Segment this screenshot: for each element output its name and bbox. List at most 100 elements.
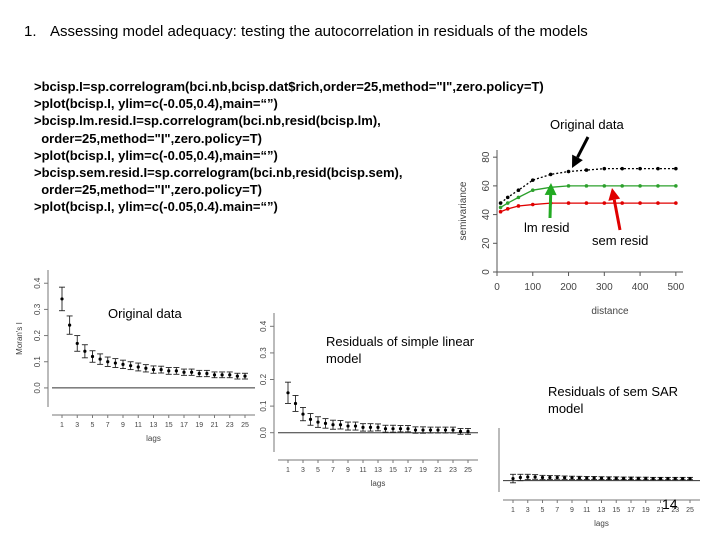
correlogram-point: [398, 427, 403, 431]
correlogram-point: [651, 476, 655, 481]
correlogram-point: [144, 366, 148, 370]
correlogram-x-axis-label: lags: [371, 479, 386, 488]
correlogram-x-tick-label: 1: [60, 422, 64, 429]
correlogram-x-axis-label: lags: [146, 434, 161, 443]
correlogram-point: [599, 476, 604, 480]
correlogram-x-tick-label: 25: [464, 467, 472, 474]
semivar-point-red: [602, 201, 607, 205]
correlogram-x-tick-label: 19: [642, 507, 650, 514]
correlogram-point: [563, 476, 567, 480]
semivar-point-red: [638, 201, 642, 205]
correlogram-point: [458, 429, 463, 433]
semivar-point-black: [505, 195, 510, 200]
correlogram-point: [212, 373, 217, 377]
correlogram-y-tick-label: 0.3: [33, 303, 42, 315]
code-line: >plot(bcisp.I, ylim=c(-0.05,0.4),main=“”…: [34, 96, 278, 112]
correlogram-x-tick-label: 25: [241, 422, 249, 429]
correlogram-y-tick-label: 0.0: [33, 382, 42, 394]
semivar-point-green: [602, 184, 607, 188]
correlogram-point: [361, 425, 365, 429]
correlogram-x-axis-label: lags: [594, 519, 609, 528]
correlogram-x-tick-label: 1: [511, 507, 515, 514]
correlogram-point: [518, 475, 522, 480]
semivar-point-red: [566, 201, 571, 205]
arrow-lm-resid-shaft: [548, 194, 553, 219]
semivar-series-black: [500, 168, 676, 204]
semivar-point-red: [498, 209, 503, 214]
correlogram-x-tick-label: 23: [449, 467, 457, 474]
correlogram-point: [466, 429, 470, 433]
arrow-sem-resid-head: [608, 188, 621, 201]
correlogram-x-tick-label: 15: [389, 467, 397, 474]
correlogram-x-tick-label: 5: [316, 467, 320, 474]
semivar-x-tick-label: 100: [524, 282, 541, 293]
correlogram-point: [167, 369, 171, 373]
correlogram-x-tick-label: 23: [671, 507, 679, 514]
code-line: order=25,method="I",zero.policy=T): [34, 182, 262, 198]
correlogram-point: [243, 374, 247, 378]
correlogram-x-tick-label: 9: [570, 507, 574, 514]
arrow-lm-resid-head: [544, 183, 557, 196]
correlogram-x-tick-label: 3: [301, 467, 305, 474]
correlogram-point: [622, 476, 626, 480]
correlogram-x-tick-label: 25: [686, 507, 694, 514]
correlogram-point: [526, 475, 530, 479]
correlogram-point: [323, 421, 328, 425]
correlogram-bg: [52, 262, 255, 415]
semivar-y-tick-label: 0: [481, 269, 492, 275]
correlogram-point: [205, 371, 209, 376]
correlogram-point: [666, 476, 670, 481]
semivar-x-tick-label: 400: [632, 282, 649, 293]
correlogram-point: [174, 369, 178, 373]
semivar-x-axis-label: distance: [591, 306, 629, 317]
correlogram-point: [151, 367, 156, 372]
correlogram-point: [106, 360, 110, 364]
label-original-data-top: Original data: [550, 117, 624, 132]
correlogram-point: [555, 475, 559, 480]
correlogram-point: [197, 371, 201, 376]
semivar-point-red: [674, 201, 678, 205]
correlogram-point: [346, 424, 350, 428]
correlogram-x-tick-label: 17: [627, 507, 635, 514]
semivar-point-black: [498, 201, 503, 205]
code-line: >bcisp.lm.resid.I=sp.correlogram(bci.nb,…: [34, 113, 381, 129]
correlogram-point: [83, 349, 87, 353]
correlogram-x-tick-label: 7: [331, 467, 335, 474]
semivar-point-black: [516, 188, 521, 192]
arrow-original-data-shaft: [576, 136, 590, 159]
semivar-point-red: [516, 204, 521, 208]
correlogram-point: [190, 370, 194, 374]
heading-text: Assessing model adequacy: testing the au…: [50, 23, 588, 40]
semivar-point-green: [530, 188, 535, 192]
correlogram-point: [159, 367, 163, 372]
semivar-y-tick-label: 60: [481, 180, 492, 192]
page-number: 14: [662, 496, 678, 512]
semivar-point-red: [620, 201, 624, 205]
semivar-series-red: [500, 202, 676, 213]
correlogram-point: [75, 341, 79, 346]
semivar-point-red: [505, 207, 510, 211]
correlogram-x-tick-label: 19: [419, 467, 427, 474]
label-residuals-linear: Residuals of simple linear model: [326, 333, 476, 367]
correlogram-x-tick-label: 5: [541, 507, 545, 514]
correlogram-point: [413, 428, 418, 432]
semivar-point-green: [505, 201, 510, 205]
correlogram-x-tick-label: 11: [583, 507, 590, 514]
correlogram-point: [353, 424, 358, 428]
correlogram-point: [548, 475, 552, 480]
semivar-x-tick-label: 0: [494, 282, 500, 293]
correlogram-y-tick-label: 0.0: [259, 427, 268, 439]
correlogram-point: [182, 370, 186, 374]
correlogram-point: [368, 425, 373, 429]
semivar-point-black: [674, 166, 678, 171]
semivar-point-black: [638, 166, 642, 171]
semivar-x-tick-label: 300: [596, 282, 613, 293]
correlogram-point: [592, 476, 596, 480]
r-code-block: >bcisp.I=sp.correlogram(bci.nb,bcisp.dat…: [34, 78, 544, 216]
correlogram-point: [129, 364, 133, 368]
correlogram-point: [136, 365, 140, 369]
correlogram-y-axis-label: Moran's I: [15, 322, 24, 355]
correlogram-point: [577, 476, 581, 480]
correlogram-point: [421, 428, 425, 432]
